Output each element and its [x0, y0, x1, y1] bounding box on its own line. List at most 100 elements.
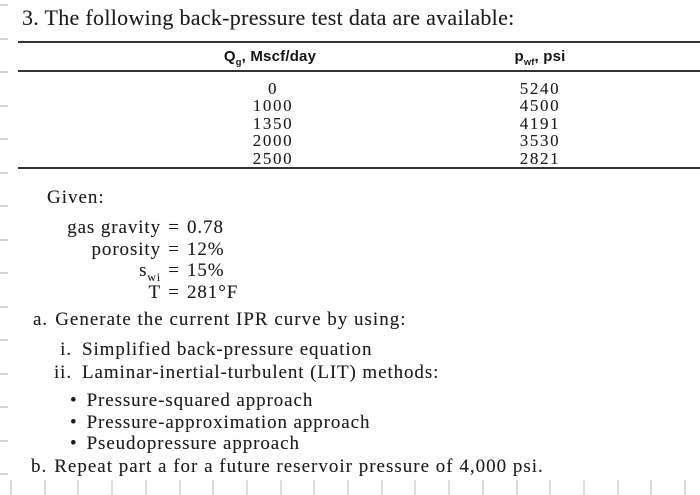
- cell-pressure: 5240: [519, 79, 561, 98]
- part-a-label: a.: [33, 309, 49, 330]
- ruler-tick-bottom: [515, 480, 518, 495]
- table-rule-top: [18, 41, 700, 43]
- given-label: swi: [139, 260, 161, 285]
- ruler-tick-bottom: [279, 480, 282, 495]
- ruler-tick-bottom: [684, 480, 686, 495]
- cell-pressure: 4191: [519, 113, 561, 133]
- ruler-tick-left: [0, 71, 8, 73]
- ruler-tick-bottom: [347, 480, 349, 495]
- cell-pressure: 4500: [519, 96, 561, 116]
- header-subscript: g: [235, 57, 242, 67]
- ruler-tick-left: [0, 37, 8, 40]
- given-value: 281°F: [187, 282, 239, 304]
- list-item-text: Pressure-squared approach: [86, 390, 314, 411]
- cell-gas-rate: 2000: [252, 131, 294, 151]
- ruler-tick-left: [0, 473, 8, 475]
- given-label: gas gravity: [67, 217, 161, 238]
- list-item-text: Pseudopressure approach: [86, 433, 300, 454]
- header-symbol: Q: [223, 48, 236, 65]
- ruler-tick-bottom: [313, 480, 316, 495]
- given-heading: Given:: [47, 187, 105, 208]
- ruler-tick-bottom: [111, 480, 114, 495]
- cell-pressure: 3530: [519, 131, 561, 151]
- ruler-tick-bottom: [144, 480, 147, 495]
- equals-sign: =: [168, 260, 180, 282]
- list-numeral: i.: [60, 339, 72, 360]
- ruler-tick-bottom: [481, 480, 484, 495]
- ruler-tick-left: [0, 104, 8, 107]
- table-row: 1350 4191: [0, 113, 700, 133]
- given-section: gas gravity = 0.78 porosity = 12% swi = 15% T =…: [0, 217, 700, 304]
- list-item: • Pressure-squared approach: [70, 390, 370, 412]
- bullet-icon: •: [70, 390, 78, 411]
- ruler-tick-bottom: [212, 480, 215, 495]
- ruler-tick-left: [0, 272, 8, 274]
- part-b-label: b.: [31, 456, 48, 477]
- bullet-icon: •: [70, 433, 78, 454]
- cell-gas-rate: 1000: [252, 96, 294, 116]
- ruler-tick-left: [0, 439, 8, 442]
- ruler-tick-bottom: [582, 480, 585, 495]
- ruler-tick-left: [0, 339, 8, 341]
- equals-sign: =: [168, 282, 180, 304]
- ruler-tick-left: [0, 238, 8, 241]
- column-header-flowing-pressure: pwf, psi: [514, 48, 565, 67]
- bullet-icon: •: [70, 411, 78, 433]
- given-value: 0.78: [187, 217, 224, 238]
- table-rule-bottom: [18, 167, 700, 169]
- list-item-text: Laminar-inertial-turbulent (LIT) methods…: [82, 362, 440, 384]
- ruler-tick-left: [0, 372, 8, 375]
- given-label: T: [148, 282, 161, 304]
- ruler-tick-bottom: [43, 480, 46, 495]
- given-value: 15%: [187, 260, 225, 282]
- ruler-tick-bottom: [245, 480, 248, 495]
- list-item: • Pseudopressure approach: [70, 433, 370, 455]
- equals-sign: =: [168, 217, 180, 238]
- ruler-tick-bottom: [10, 480, 12, 495]
- header-units: , Mscf/day: [241, 48, 317, 65]
- given-item: swi = 15%: [0, 260, 700, 285]
- part-b-text: Repeat part a for a future reservoir pre…: [54, 456, 544, 477]
- given-item: T = 281°F: [0, 282, 700, 304]
- ruler-tick-left: [0, 305, 8, 308]
- ruler-tick-bottom: [549, 480, 552, 495]
- table-body: 0 5240 1000 4500 1350 4191 2000 3530 2500 282…: [0, 79, 700, 168]
- ruler-tick-left: [0, 205, 8, 207]
- ruler-tick-left: [0, 406, 8, 408]
- given-item: gas gravity = 0.78: [0, 217, 700, 239]
- part-b: b. Repeat part a for a future reservoir p…: [31, 456, 544, 478]
- cell-gas-rate: 1350: [252, 113, 294, 133]
- header-subscript: wf: [523, 57, 535, 67]
- part-a-text: Generate the current IPR curve by using:: [55, 309, 407, 330]
- ruler-tick-bottom: [414, 480, 417, 495]
- table-row: 2000 3530: [0, 131, 700, 151]
- ruler-tick-left: [0, 138, 8, 140]
- header-units: , psi: [534, 48, 566, 65]
- problem-title: 3. The following back-pressure test data…: [22, 5, 515, 30]
- list-item: ii. Laminar-inertial-turbulent (LIT) meth…: [30, 362, 439, 385]
- cell-gas-rate: 2500: [252, 148, 294, 168]
- table-row: 0 5240: [0, 79, 700, 98]
- list-item-text: Pressure-approximation approach: [86, 411, 371, 433]
- ruler-tick-bottom: [616, 480, 619, 495]
- table-row: 1000 4500: [0, 96, 700, 116]
- ruler-tick-bottom: [178, 480, 181, 495]
- equals-sign: =: [168, 238, 180, 260]
- ruler-tick-bottom: [448, 480, 451, 495]
- header-symbol: p: [514, 48, 524, 65]
- part-a: a. Generate the current IPR curve by usin…: [33, 309, 406, 331]
- ruler-tick-bottom: [650, 480, 653, 495]
- list-item-text: Simplified back-pressure equation: [82, 339, 373, 360]
- column-header-gas-rate: Qg, Mscf/day: [224, 48, 316, 67]
- given-item: porosity = 12%: [0, 239, 700, 261]
- given-label: porosity: [91, 238, 161, 260]
- table-row: 2500 2821: [0, 148, 700, 168]
- given-value: 12%: [187, 238, 225, 260]
- cell-pressure: 2821: [519, 148, 561, 168]
- list-item: i. Simplified back-pressure equation: [30, 339, 439, 362]
- approach-list: • Pressure-squared approach • Pressure-app…: [70, 390, 370, 455]
- list-numeral: ii.: [53, 362, 72, 384]
- cell-gas-rate: 0: [267, 79, 279, 98]
- ruler-tick-left: [0, 171, 8, 174]
